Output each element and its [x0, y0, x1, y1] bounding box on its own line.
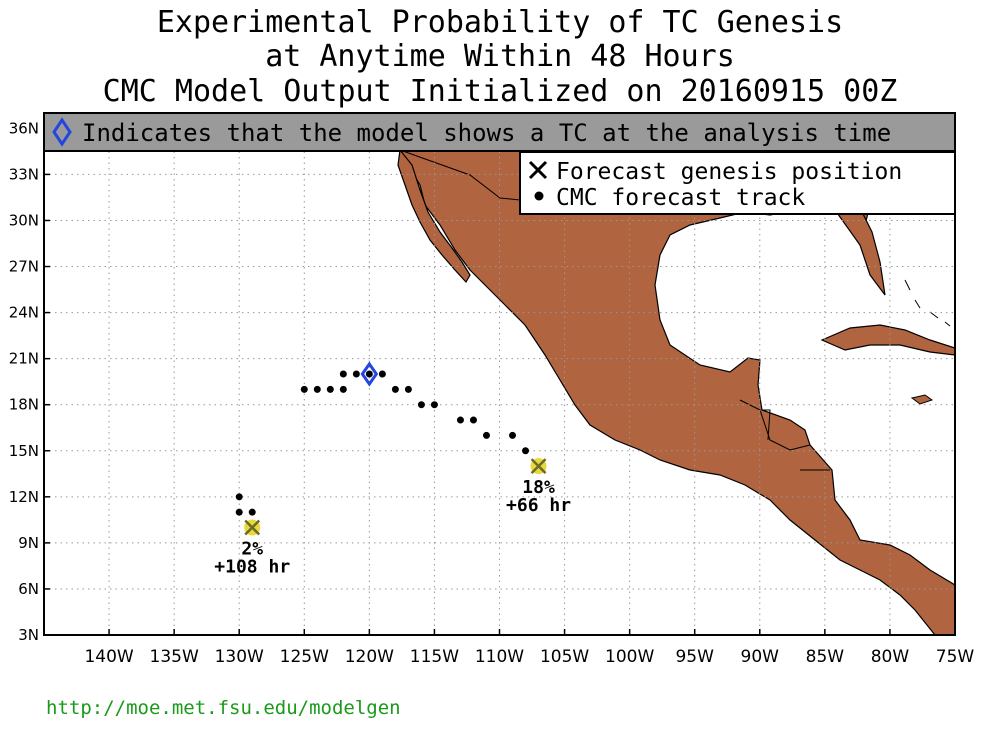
track-point	[378, 370, 386, 378]
track-point	[469, 416, 477, 424]
track-point	[509, 431, 517, 439]
title-line-1: Experimental Probability of TC Genesis	[157, 5, 843, 40]
track-point	[352, 370, 360, 378]
dot-icon	[534, 191, 544, 201]
legend-track-label: CMC forecast track	[556, 185, 805, 211]
diamond-icon	[52, 117, 72, 147]
lon-tick-label: 135W	[150, 647, 199, 667]
genesis-lead-time: +66 hr	[506, 495, 571, 516]
lon-tick-label: 90W	[741, 647, 780, 667]
genesis-markers: 18%+66 hr 2%+108 hr	[214, 458, 571, 578]
legend-box	[519, 151, 956, 215]
track-point	[430, 401, 438, 409]
lat-tick-label: 27N	[9, 258, 39, 276]
lon-tick-label: 105W	[540, 647, 589, 667]
lat-tick-label: 36N	[9, 119, 39, 137]
track-point	[522, 447, 530, 455]
track-point	[339, 370, 347, 378]
land-florida	[833, 209, 886, 296]
lat-tick-label: 3N	[18, 626, 39, 644]
lat-tick-label: 18N	[9, 396, 39, 414]
lon-tick-label: 130W	[215, 647, 264, 667]
track-point	[313, 385, 321, 393]
lon-tick-label: 125W	[280, 647, 329, 667]
track-point	[482, 431, 490, 439]
lon-tick-label: 120W	[345, 647, 394, 667]
genesis-lead-time: +108 hr	[214, 557, 290, 578]
lat-tick-label: 6N	[18, 580, 39, 598]
latitude-axis: 3N 6N 9N 12N 15N 18N 21N 24N 27N 30N 33N 36N	[9, 119, 50, 644]
lat-tick-label: 24N	[9, 304, 39, 322]
land-baja-california	[397, 148, 471, 284]
longitude-axis: 140W 135W 130W 125W 120W 115W 110W 105W 100W 95W 9…	[84, 629, 974, 667]
lat-tick-label: 9N	[18, 534, 39, 552]
track-point	[326, 385, 334, 393]
lon-tick-label: 80W	[871, 647, 910, 667]
analysis-diamond-icon	[360, 361, 379, 387]
genesis-probability: 2%	[241, 539, 263, 560]
track-point	[404, 385, 412, 393]
track-point	[235, 508, 243, 516]
track-point	[235, 493, 243, 501]
lon-tick-label: 140W	[84, 647, 133, 667]
land-layer	[389, 113, 955, 635]
legend-genesis-label: Forecast genesis position	[556, 159, 902, 185]
banner-text: Indicates that the model shows a TC at t…	[82, 119, 891, 147]
lon-tick-label: 85W	[806, 647, 845, 667]
cross-icon	[528, 160, 548, 180]
lat-tick-label: 15N	[9, 442, 39, 460]
lon-tick-label: 95W	[675, 647, 714, 667]
track-point	[339, 385, 347, 393]
genesis-cross-icon	[530, 458, 547, 475]
lat-tick-label: 33N	[9, 165, 39, 183]
land-north-america	[389, 113, 955, 635]
lon-tick-label: 75W	[936, 647, 975, 667]
analysis-banner	[43, 112, 956, 152]
genesis-cross-icon	[244, 519, 261, 536]
track-point	[300, 385, 308, 393]
lat-tick-label: 21N	[9, 350, 39, 368]
footer-url[interactable]: http://moe.met.fsu.edu/modelgen	[46, 697, 401, 719]
track-point	[365, 370, 373, 378]
title-line-3: CMC Model Output Initialized on 20160915…	[103, 74, 898, 109]
lon-tick-label: 110W	[475, 647, 524, 667]
lat-tick-label: 12N	[9, 488, 39, 506]
forecast-track	[235, 370, 530, 516]
analysis-tc	[360, 361, 379, 387]
lon-tick-label: 115W	[410, 647, 459, 667]
title-line-2: at Anytime Within 48 Hours	[265, 39, 735, 74]
land-jamaica	[910, 394, 934, 405]
lon-tick-label: 100W	[605, 647, 654, 667]
track-point	[417, 401, 425, 409]
track-point	[456, 416, 464, 424]
lat-tick-label: 30N	[9, 211, 39, 229]
land-bahamas	[904, 279, 951, 327]
land-cuba	[820, 324, 955, 356]
track-point	[248, 508, 256, 516]
track-point	[391, 385, 399, 393]
genesis-probability: 18%	[522, 477, 555, 498]
